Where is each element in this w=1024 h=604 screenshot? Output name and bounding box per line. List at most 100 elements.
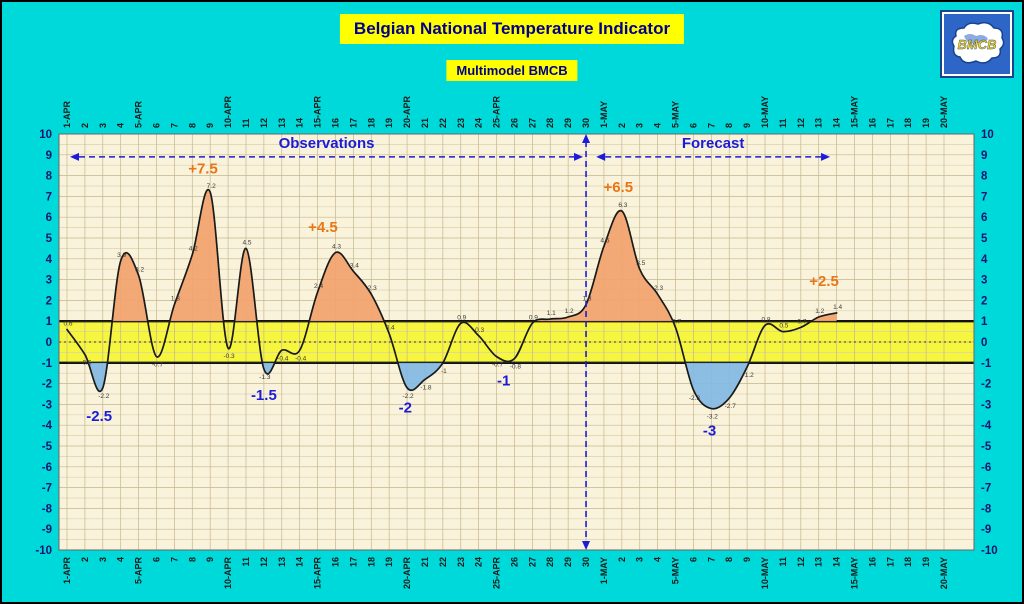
svg-text:14: 14: [295, 118, 305, 128]
svg-text:15-MAY: 15-MAY: [850, 557, 860, 589]
svg-text:0.8: 0.8: [761, 316, 770, 323]
svg-text:1.2: 1.2: [565, 308, 574, 315]
svg-text:22: 22: [438, 557, 448, 567]
svg-text:7: 7: [981, 191, 987, 203]
svg-text:13: 13: [814, 557, 824, 567]
svg-text:7.2: 7.2: [207, 183, 216, 190]
svg-text:-2.2: -2.2: [98, 393, 110, 400]
svg-text:18: 18: [366, 118, 376, 128]
svg-text:17: 17: [348, 557, 358, 567]
svg-text:2: 2: [80, 123, 90, 128]
svg-text:4.6: 4.6: [600, 237, 609, 244]
svg-text:4: 4: [46, 254, 53, 266]
svg-text:14: 14: [832, 118, 842, 128]
svg-text:-0.7: -0.7: [152, 362, 164, 369]
svg-text:1: 1: [46, 316, 53, 328]
svg-text:17: 17: [885, 557, 895, 567]
svg-text:0.5: 0.5: [779, 323, 788, 330]
svg-text:11: 11: [241, 118, 251, 128]
svg-text:8: 8: [981, 171, 988, 183]
svg-text:10-MAY: 10-MAY: [760, 96, 770, 128]
svg-text:3.4: 3.4: [350, 262, 359, 269]
svg-text:0.6: 0.6: [63, 321, 72, 328]
svg-text:-1: -1: [497, 373, 510, 390]
svg-text:+4.5: +4.5: [308, 219, 338, 236]
svg-text:-1.8: -1.8: [420, 384, 432, 391]
svg-text:0: 0: [981, 337, 987, 349]
svg-text:1-MAY: 1-MAY: [599, 557, 609, 584]
svg-text:+7.5: +7.5: [188, 161, 218, 178]
svg-text:23: 23: [456, 557, 466, 567]
svg-text:0.9: 0.9: [529, 314, 538, 321]
svg-text:16: 16: [867, 557, 877, 567]
svg-text:10: 10: [39, 129, 52, 141]
svg-text:26: 26: [509, 118, 519, 128]
svg-text:7: 7: [706, 123, 716, 128]
svg-text:-8: -8: [42, 503, 53, 515]
svg-text:-9: -9: [981, 524, 991, 536]
svg-text:-0.8: -0.8: [510, 364, 522, 371]
svg-text:27: 27: [527, 118, 537, 128]
svg-text:-0.4: -0.4: [295, 355, 307, 362]
svg-text:11: 11: [778, 118, 788, 128]
svg-text:2: 2: [617, 123, 627, 128]
svg-text:+2.5: +2.5: [809, 273, 839, 290]
svg-text:-3: -3: [703, 423, 716, 440]
svg-text:29: 29: [563, 118, 573, 128]
svg-text:14: 14: [832, 557, 842, 567]
svg-text:1.1: 1.1: [547, 310, 556, 317]
svg-text:2: 2: [981, 295, 987, 307]
svg-text:2.4: 2.4: [314, 283, 323, 290]
svg-text:23: 23: [456, 118, 466, 128]
svg-text:6: 6: [688, 123, 698, 128]
svg-text:1.8: 1.8: [583, 296, 592, 303]
svg-text:15-APR: 15-APR: [313, 557, 323, 590]
svg-text:0.9: 0.9: [457, 314, 466, 321]
svg-text:+6.5: +6.5: [603, 179, 633, 196]
svg-text:1.8: 1.8: [171, 296, 180, 303]
svg-text:-5: -5: [981, 441, 992, 453]
svg-text:-4: -4: [42, 420, 53, 432]
svg-text:6: 6: [46, 212, 52, 224]
svg-text:-2.2: -2.2: [402, 393, 414, 400]
svg-text:9: 9: [205, 123, 215, 128]
svg-text:10-APR: 10-APR: [223, 95, 233, 128]
svg-text:0.3: 0.3: [475, 327, 484, 334]
svg-text:10-MAY: 10-MAY: [760, 557, 770, 589]
svg-text:-8: -8: [981, 503, 992, 515]
svg-text:-1: -1: [42, 358, 53, 370]
svg-text:0.7: 0.7: [672, 318, 681, 325]
svg-text:Observations: Observations: [279, 135, 375, 152]
svg-text:0.4: 0.4: [386, 325, 395, 332]
svg-text:5-APR: 5-APR: [134, 100, 144, 128]
svg-text:-10: -10: [35, 545, 52, 557]
svg-text:16: 16: [330, 557, 340, 567]
svg-text:30: 30: [581, 557, 591, 567]
svg-text:17: 17: [885, 118, 895, 128]
svg-text:-0.3: -0.3: [223, 353, 235, 360]
svg-text:9: 9: [205, 557, 215, 562]
svg-text:-1: -1: [441, 368, 447, 375]
svg-text:-7: -7: [981, 483, 991, 495]
svg-text:12: 12: [796, 118, 806, 128]
svg-text:3: 3: [46, 275, 52, 287]
svg-text:18: 18: [903, 118, 913, 128]
svg-text:4: 4: [653, 557, 663, 562]
svg-text:25-APR: 25-APR: [492, 95, 502, 128]
svg-text:6: 6: [688, 557, 698, 562]
svg-text:19: 19: [384, 557, 394, 567]
svg-text:6: 6: [151, 123, 161, 128]
svg-text:18: 18: [903, 557, 913, 567]
svg-text:-2.3: -2.3: [689, 395, 701, 402]
svg-text:-4: -4: [981, 420, 992, 432]
svg-text:2: 2: [617, 557, 627, 562]
svg-text:-1.3: -1.3: [259, 374, 271, 381]
svg-text:8: 8: [724, 557, 734, 562]
svg-text:9: 9: [742, 123, 752, 128]
svg-text:-0.7: -0.7: [492, 362, 504, 369]
svg-text:4: 4: [116, 557, 126, 562]
svg-text:4.5: 4.5: [242, 239, 251, 246]
svg-text:1-APR: 1-APR: [62, 557, 72, 585]
svg-text:21: 21: [420, 557, 430, 567]
